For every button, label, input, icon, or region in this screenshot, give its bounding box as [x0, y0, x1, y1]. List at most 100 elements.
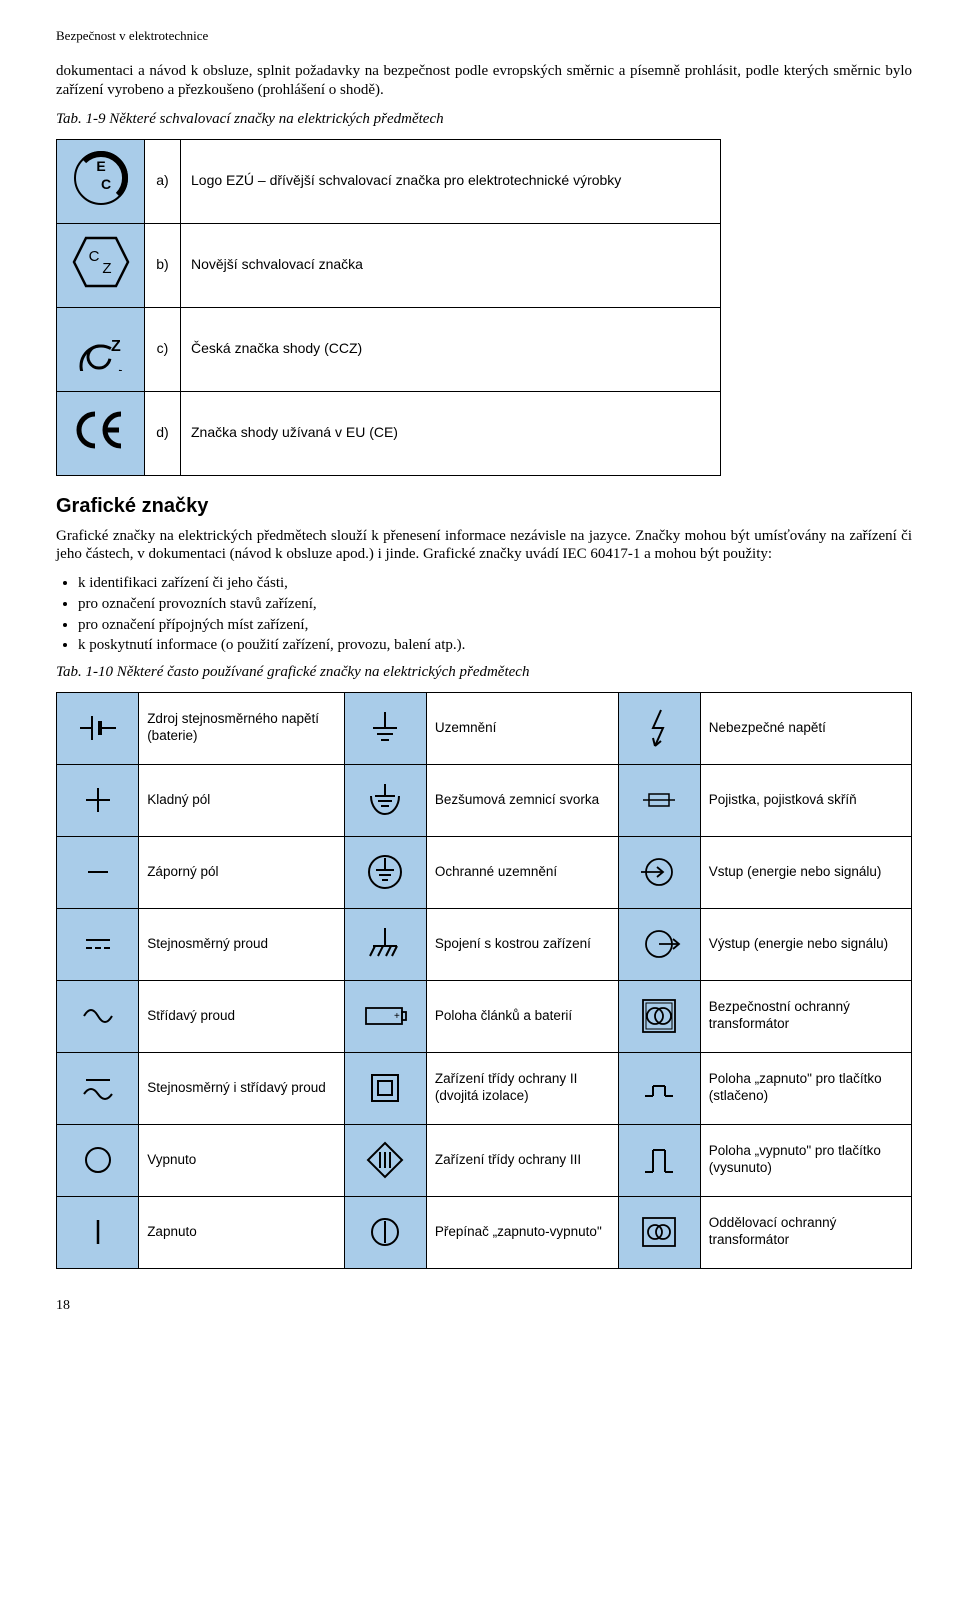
- sym-earth: [344, 692, 426, 764]
- para-2: Grafické značky na elektrických předměte…: [56, 527, 912, 565]
- input-icon: [637, 850, 681, 894]
- sym-on-off-switch: [344, 1196, 426, 1268]
- lbl-r3c3: Vstup (energie nebo signálu): [700, 836, 911, 908]
- sym-frame-chassis: [344, 908, 426, 980]
- intro-paragraph: dokumentaci a návod k obsluze, splnit po…: [56, 62, 912, 100]
- page-header: Bezpečnost v elektrotechnice: [56, 28, 912, 44]
- lbl-r3c2: Ochranné uzemnění: [426, 836, 618, 908]
- tab9-desc-a: Logo EZÚ – dřívější schvalovací značka p…: [181, 139, 721, 223]
- chassis-icon: [363, 922, 407, 966]
- lbl-r6c3: Poloha „zapnuto" pro tlačítko (stlačeno): [700, 1052, 911, 1124]
- ccz-mark-icon: Z: [71, 321, 131, 371]
- ezu-logo-icon: E C: [71, 148, 131, 208]
- lbl-r2c3: Pojistka, pojistková skříň: [700, 764, 911, 836]
- bullet-list: k identifikaci zařízení či jeho části, p…: [56, 574, 912, 655]
- lbl-r2c2: Bezšumová zemnicí svorka: [426, 764, 618, 836]
- sym-hazard-voltage: [618, 692, 700, 764]
- protective-earth-icon: [363, 850, 407, 894]
- svg-text:E: E: [96, 158, 105, 174]
- noiseless-earth-icon: [363, 778, 407, 822]
- svg-text:Z: Z: [111, 338, 121, 355]
- section-heading: Grafické značky: [56, 494, 912, 519]
- sym-protective-earth: [344, 836, 426, 908]
- lbl-r8c1: Zapnuto: [139, 1196, 344, 1268]
- sym-output: [618, 908, 700, 980]
- lbl-r1c2: Uzemnění: [426, 692, 618, 764]
- table-9: E C a) Logo EZÚ – dřívější schvalovací z…: [56, 139, 721, 476]
- on-bar-icon: [76, 1210, 120, 1254]
- sym-ac: [57, 980, 139, 1052]
- tab9-letter-d: d): [145, 391, 181, 475]
- sym-pushbutton-on: [618, 1052, 700, 1124]
- sym-class3: [344, 1124, 426, 1196]
- pushbutton-on-icon: [637, 1066, 681, 1110]
- lbl-r5c3: Bezpečnostní ochranný transformátor: [700, 980, 911, 1052]
- lbl-r1c3: Nebezpečné napětí: [700, 692, 911, 764]
- battery-icon: [76, 706, 120, 750]
- bullet-item: pro označení přípojných míst zařízení,: [78, 616, 912, 635]
- sym-isolating-transformer: [618, 1196, 700, 1268]
- lbl-r7c1: Vypnuto: [139, 1124, 344, 1196]
- tab9-symbol-c: Z: [57, 307, 145, 391]
- sym-on: [57, 1196, 139, 1268]
- minus-icon: [76, 850, 120, 894]
- tab9-letter-b: b): [145, 223, 181, 307]
- sym-dc: [57, 908, 139, 980]
- off-circle-icon: [76, 1138, 120, 1182]
- tab9-desc-c: Česká značka shody (CCZ): [181, 307, 721, 391]
- sym-safety-transformer: [618, 980, 700, 1052]
- tab9-symbol-b: C Z: [57, 223, 145, 307]
- lbl-r7c2: Zařízení třídy ochrany III: [426, 1124, 618, 1196]
- lbl-r5c2: Poloha článků a baterií: [426, 980, 618, 1052]
- hazard-voltage-icon: [637, 706, 681, 750]
- tab9-symbol-d: [57, 391, 145, 475]
- sym-battery: [57, 692, 139, 764]
- safety-transformer-icon: [637, 994, 681, 1038]
- bullet-item: k poskytnutí informace (o použití zaříze…: [78, 636, 912, 655]
- table9-caption: Tab. 1-9 Některé schvalovací značky na e…: [56, 110, 912, 129]
- on-off-switch-icon: [363, 1210, 407, 1254]
- sym-class2: [344, 1052, 426, 1124]
- lbl-r7c3: Poloha „vypnuto" pro tlačítko (vysunuto): [700, 1124, 911, 1196]
- dc-ac-icon: [76, 1066, 120, 1110]
- ce-mark-icon: [71, 408, 131, 452]
- ac-icon: [76, 994, 120, 1038]
- sym-noiseless-earth: [344, 764, 426, 836]
- lbl-r3c1: Záporný pól: [139, 836, 344, 908]
- sym-plus: [57, 764, 139, 836]
- class3-diamond-icon: [363, 1138, 407, 1182]
- lbl-r4c1: Stejnosměrný proud: [139, 908, 344, 980]
- sym-off: [57, 1124, 139, 1196]
- sym-minus: [57, 836, 139, 908]
- svg-text:Z: Z: [102, 260, 111, 277]
- cz-hexagon-icon: C Z: [71, 234, 131, 290]
- svg-text:+: +: [394, 1011, 400, 1022]
- lbl-r8c2: Přepínač „zapnuto-vypnuto": [426, 1196, 618, 1268]
- tab9-letter-c: c): [145, 307, 181, 391]
- sym-input: [618, 836, 700, 908]
- bullet-item: pro označení provozních stavů zařízení,: [78, 595, 912, 614]
- sym-pushbutton-off: [618, 1124, 700, 1196]
- plus-icon: [76, 778, 120, 822]
- tab9-desc-b: Novější schvalovací značka: [181, 223, 721, 307]
- bullet-item: k identifikaci zařízení či jeho části,: [78, 574, 912, 593]
- svg-text:C: C: [88, 248, 99, 265]
- svg-text:C: C: [100, 176, 110, 192]
- earth-icon: [363, 706, 407, 750]
- tab9-symbol-a: E C: [57, 139, 145, 223]
- isolating-transformer-icon: [637, 1210, 681, 1254]
- lbl-r6c1: Stejnosměrný i střídavý proud: [139, 1052, 344, 1124]
- battery-orientation-icon: +: [360, 996, 410, 1036]
- sym-battery-orientation: +: [344, 980, 426, 1052]
- tab9-desc-d: Značka shody užívaná v EU (CE): [181, 391, 721, 475]
- lbl-r2c1: Kladný pól: [139, 764, 344, 836]
- tab9-letter-a: a): [145, 139, 181, 223]
- sym-dc-ac: [57, 1052, 139, 1124]
- table10-caption: Tab. 1-10 Některé často používané grafic…: [56, 663, 912, 682]
- sym-fuse: [618, 764, 700, 836]
- dc-icon: [76, 922, 120, 966]
- fuse-icon: [637, 778, 681, 822]
- table-10: Zdroj stejnosměrného napětí (baterie) Uz…: [56, 692, 912, 1269]
- lbl-r4c2: Spojení s kostrou zařízení: [426, 908, 618, 980]
- lbl-r6c2: Zařízení třídy ochrany II (dvojitá izola…: [426, 1052, 618, 1124]
